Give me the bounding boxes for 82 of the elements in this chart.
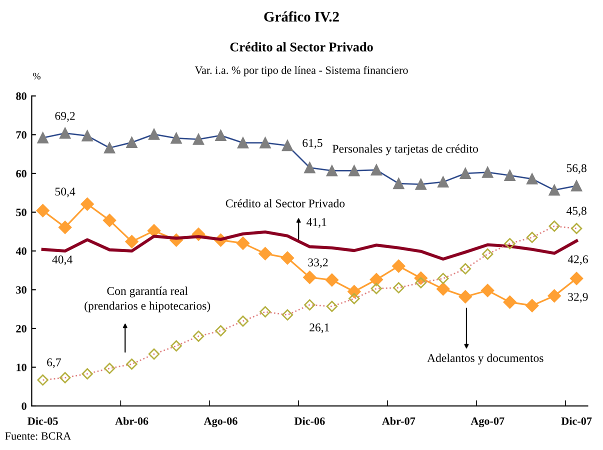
- data-label: 69,2: [55, 112, 75, 122]
- point: [326, 300, 338, 312]
- x-tick-label: Dic-05: [28, 417, 58, 425]
- point: [436, 282, 450, 296]
- point: [393, 282, 404, 294]
- point: [282, 309, 294, 321]
- data-label: 32,9: [568, 292, 588, 303]
- point: [348, 293, 360, 304]
- point: [304, 299, 316, 310]
- x-tick-label: Abr-06: [115, 417, 148, 425]
- point: [526, 232, 538, 244]
- point: [370, 282, 382, 294]
- text: Crédito al Sector Privado: [230, 42, 373, 52]
- point: [260, 306, 271, 318]
- y-tick-label: 0: [22, 402, 26, 410]
- data-label: 41,1: [306, 218, 326, 228]
- point: [37, 374, 48, 386]
- point: [526, 299, 539, 312]
- data-label: 56,8: [566, 164, 586, 174]
- data-label: 61,5: [302, 139, 322, 149]
- point: [570, 222, 582, 234]
- chart-title: Gráfico IV.2: [264, 11, 339, 22]
- point: [59, 372, 71, 384]
- point: [258, 247, 272, 260]
- point: [80, 197, 94, 211]
- point: [237, 316, 249, 327]
- point: [392, 259, 406, 273]
- data-label: 40,4: [52, 256, 72, 266]
- data-label: 42,6: [568, 255, 588, 265]
- x-tick-label: Dic-07: [561, 417, 592, 425]
- y-axis-title: %: [33, 72, 40, 80]
- point: [370, 273, 384, 286]
- text: Var. i.a. % por tipo de línea - Sistema financiero: [194, 66, 408, 76]
- point: [503, 296, 516, 309]
- point: [438, 272, 449, 284]
- x-tick-label: Dic-06: [294, 417, 325, 425]
- point: [458, 290, 472, 304]
- point: [236, 236, 250, 250]
- x-tick-label: Ago-06: [204, 417, 238, 428]
- point: [58, 220, 72, 234]
- series-label: Personales y tarjetas de crédito: [332, 144, 478, 156]
- data-label: 50,4: [55, 188, 76, 198]
- point: [125, 235, 138, 248]
- y-tick-label: 50: [16, 208, 26, 216]
- point: [303, 270, 316, 284]
- point: [504, 238, 516, 250]
- y-tick-label: 30: [16, 286, 26, 294]
- x-tick-label: Abr-07: [382, 417, 416, 425]
- point: [325, 273, 339, 287]
- point: [126, 358, 138, 370]
- point: [482, 248, 494, 260]
- y-tick-label: 80: [16, 92, 26, 100]
- point: [548, 220, 560, 232]
- data-label: 33,2: [308, 258, 328, 268]
- text: Adelantos y documentos: [427, 354, 544, 364]
- point: [548, 289, 561, 303]
- point: [280, 251, 294, 265]
- point: [192, 330, 204, 342]
- point: [102, 214, 116, 227]
- point: [82, 368, 93, 380]
- point: [148, 348, 160, 360]
- x-tick-label: Ago-07: [470, 417, 504, 428]
- y-tick-label: 70: [16, 131, 26, 139]
- source-note: Fuente: BCRA: [5, 432, 72, 440]
- text: Crédito al Sector Privado: [226, 199, 345, 208]
- point: [104, 362, 116, 374]
- y-tick-label: 20: [16, 324, 26, 332]
- point: [170, 340, 182, 352]
- y-tick-label: 10: [16, 364, 26, 372]
- y-tick-label: 60: [16, 170, 26, 178]
- point: [147, 224, 161, 238]
- series-label: Con garantía real (prendarios e hipotecarios): [84, 286, 210, 312]
- point: [36, 204, 50, 218]
- point: [570, 272, 584, 286]
- y-tick-label: 40: [16, 247, 26, 255]
- point: [215, 325, 226, 336]
- data-label: 26,1: [310, 323, 330, 334]
- data-label: 45,8: [566, 206, 586, 216]
- point: [415, 277, 426, 288]
- point: [460, 263, 471, 274]
- point: [481, 284, 494, 298]
- data-label: 6,7: [47, 358, 61, 368]
